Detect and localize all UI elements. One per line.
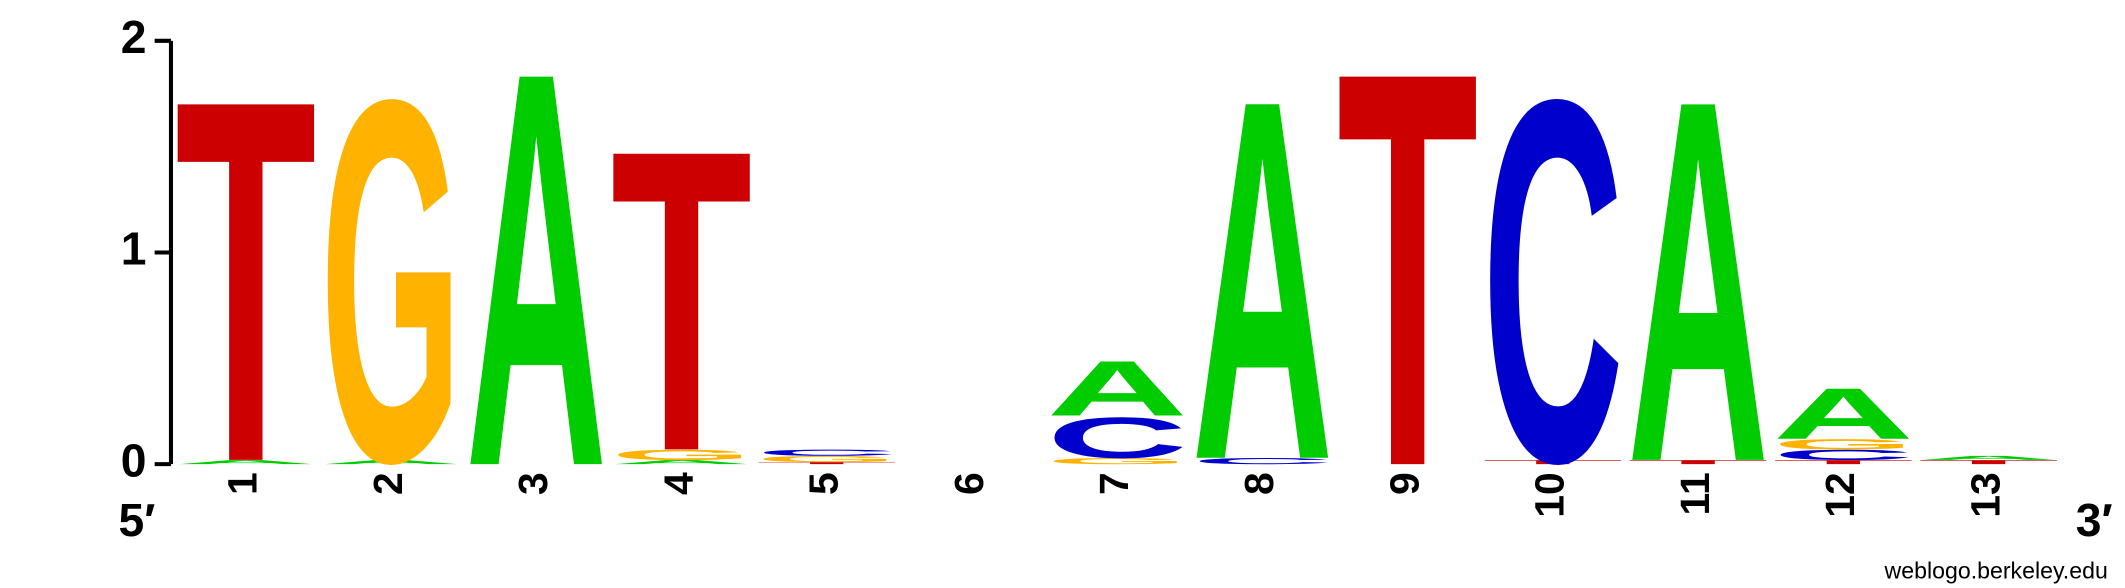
credit: weblogo.berkeley.edu	[1884, 557, 2108, 583]
x-tick-label: 4	[655, 472, 701, 495]
y-tick-label: 2	[121, 11, 147, 63]
x-tick-label: 13	[1962, 472, 2008, 517]
logo-letter: C	[1773, 447, 1915, 463]
logo-letter: A	[1192, 0, 1334, 567]
logo-letter: A	[1918, 455, 2060, 461]
x-tick-label: 9	[1381, 472, 1427, 495]
logo-letter: T	[1337, 0, 1479, 584]
x-tick-label: 3	[510, 472, 556, 495]
x-tick-label: 11	[1672, 472, 1718, 515]
logo-letter: T	[756, 462, 898, 465]
y-tick-label: 1	[121, 223, 147, 275]
three-prime-label: 3′	[2076, 494, 2113, 546]
x-tick-label: 6	[946, 472, 992, 495]
x-tick-label: 8	[1236, 472, 1282, 495]
logo-letter: A	[1046, 345, 1188, 433]
logo-letter: G	[320, 0, 462, 571]
logo-letter: A	[1773, 373, 1915, 454]
five-prime-label: 5′	[119, 494, 156, 546]
x-tick-label: 10	[1527, 472, 1573, 517]
x-tick-label: 12	[1817, 472, 1863, 517]
logo-letter: A	[175, 459, 317, 465]
logo-letter: C	[1046, 405, 1188, 470]
logo-letter: T	[611, 62, 753, 541]
logo-letter: G	[1046, 456, 1188, 466]
logo-letter: T	[1773, 459, 1915, 465]
logo-letter: T	[1918, 459, 2060, 465]
logo-letter: G	[611, 447, 753, 463]
y-tick-label: 0	[121, 434, 147, 486]
logo-letter: A	[466, 0, 608, 584]
logo-letter: G	[1773, 436, 1915, 452]
logo-letter: A	[1627, 0, 1769, 570]
logo-letter: C	[1192, 456, 1334, 466]
logo-letter: T	[1627, 459, 1769, 465]
logo-letter: T	[1482, 459, 1624, 465]
logo-letter: A	[320, 459, 462, 465]
x-tick-label: 7	[1091, 472, 1137, 495]
x-tick-label: 1	[220, 472, 266, 495]
logo-letter: A	[611, 459, 753, 465]
logo-letter: C	[1482, 0, 1624, 570]
logo-letter: G	[756, 454, 898, 464]
x-tick-label: 2	[365, 472, 411, 495]
x-tick-label: 5	[801, 472, 847, 495]
logo-letter: C	[756, 448, 898, 458]
logo-letter: T	[175, 0, 317, 570]
